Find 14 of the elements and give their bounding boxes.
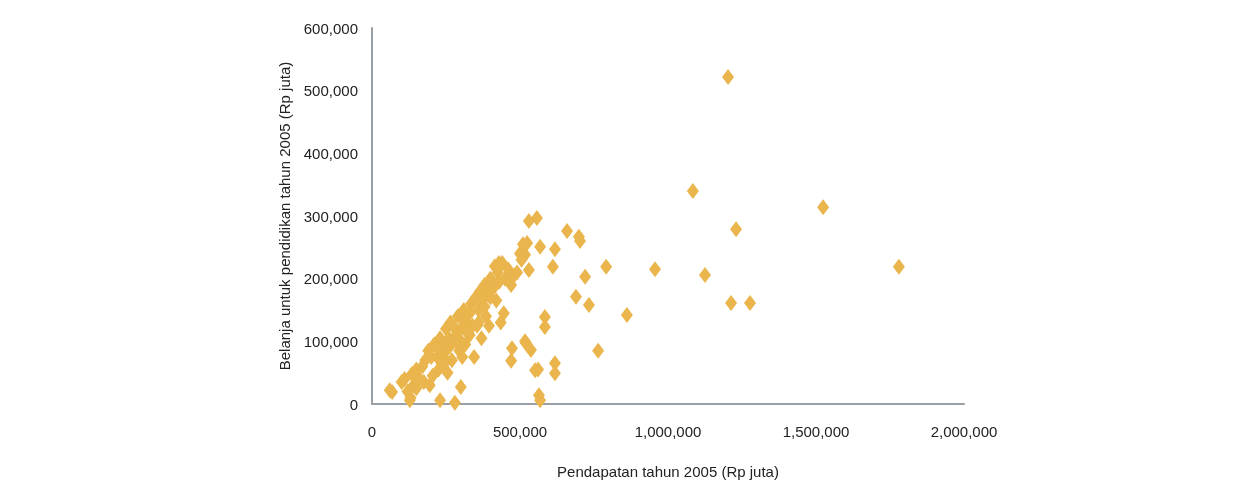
x-axis-title: Pendapatan tahun 2005 (Rp juta): [557, 463, 779, 480]
x-tick-label: 0: [367, 423, 377, 440]
x-tick-label: 1,500,000: [782, 423, 850, 440]
y-tick-label: 300,000: [303, 207, 358, 225]
y-tick-label: 600,000: [303, 19, 358, 37]
y-tick-label: 100,000: [303, 332, 358, 350]
x-tick-label: 2,000,000: [930, 423, 998, 440]
y-tick-label: 400,000: [303, 144, 358, 162]
y-axis-title: Belanja untuk pendidikan tahun 2005 (Rp juta): [276, 61, 293, 371]
y-tick-label: 0: [349, 395, 358, 413]
x-tick-label: 1,000,000: [634, 423, 702, 440]
y-tick-label: 200,000: [303, 270, 358, 288]
y-tick-label: 500,000: [303, 82, 358, 100]
x-tick-label: 500,000: [492, 423, 548, 440]
